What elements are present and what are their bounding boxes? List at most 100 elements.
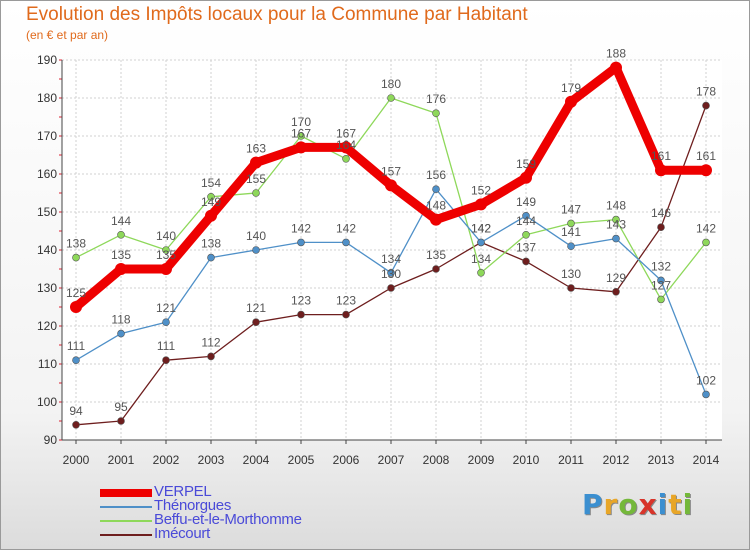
data-label: 144 xyxy=(111,214,131,228)
data-point xyxy=(567,219,575,228)
data-label: 167 xyxy=(336,126,356,140)
data-label: 141 xyxy=(561,225,581,239)
data-label: 164 xyxy=(336,138,356,152)
data-point xyxy=(657,223,665,231)
y-tick-label: 130 xyxy=(37,281,57,295)
y-tick-label: 150 xyxy=(37,205,57,219)
data-point xyxy=(162,246,170,254)
data-label: 125 xyxy=(66,286,86,300)
y-tick-label: 100 xyxy=(37,395,57,409)
data-point xyxy=(295,141,307,154)
data-point xyxy=(117,417,125,425)
data-label: 94 xyxy=(69,404,83,418)
series-verpel xyxy=(70,61,712,313)
legend-swatch xyxy=(100,489,152,497)
data-point xyxy=(567,242,575,250)
data-label: 140 xyxy=(156,229,176,243)
chart-title: Evolution des Impôts locaux pour la Comm… xyxy=(26,4,528,25)
data-label: 102 xyxy=(696,373,716,387)
data-label: 161 xyxy=(651,149,671,163)
x-tick-label: 2013 xyxy=(648,453,675,467)
data-point xyxy=(657,295,665,304)
data-label: 121 xyxy=(246,301,266,315)
data-label: 111 xyxy=(67,339,86,353)
data-label: 140 xyxy=(246,229,266,243)
data-point xyxy=(117,329,125,338)
x-tick-label: 2012 xyxy=(603,453,630,467)
data-point xyxy=(207,253,215,262)
data-point xyxy=(477,268,485,277)
data-point xyxy=(612,287,620,296)
x-tick-label: 2009 xyxy=(468,453,495,467)
x-tick-label: 2008 xyxy=(423,453,450,467)
data-point xyxy=(610,61,622,74)
legend-swatch xyxy=(100,506,152,508)
data-label: 161 xyxy=(696,149,716,163)
data-label: 142 xyxy=(471,221,491,235)
x-tick-label: 2003 xyxy=(198,453,225,467)
data-point xyxy=(162,356,170,365)
legend-swatch xyxy=(100,534,152,536)
data-label: 146 xyxy=(651,206,671,220)
data-label: 144 xyxy=(516,214,536,228)
data-point xyxy=(432,185,440,193)
data-point xyxy=(565,95,577,108)
series-beffu-et-le-morthomme xyxy=(72,94,710,304)
data-label: 123 xyxy=(291,294,311,308)
chart-subtitle: (en € et par an) xyxy=(26,28,109,42)
data-point xyxy=(72,356,80,365)
data-label: 135 xyxy=(426,248,446,262)
series-thenorgues xyxy=(72,185,710,399)
data-label: 143 xyxy=(606,218,626,232)
data-point xyxy=(342,310,350,319)
data-label: 130 xyxy=(561,267,581,281)
data-point xyxy=(567,284,575,292)
data-point xyxy=(117,231,125,239)
data-point xyxy=(522,212,530,220)
proxiti-logo: Proxiti xyxy=(582,488,694,521)
data-point xyxy=(297,310,305,319)
x-tick-label: 2011 xyxy=(558,453,584,467)
data-point xyxy=(387,94,395,102)
data-label: 121 xyxy=(156,301,176,315)
data-label: 129 xyxy=(606,271,626,285)
data-label: 156 xyxy=(426,168,446,182)
data-label: 134 xyxy=(381,252,401,266)
data-point xyxy=(250,156,262,169)
data-point xyxy=(207,193,215,201)
y-tick-label: 140 xyxy=(37,243,57,257)
data-point xyxy=(297,132,305,140)
legend-label: Imécourt xyxy=(154,525,210,542)
data-label: 118 xyxy=(111,313,130,327)
data-label: 179 xyxy=(561,81,581,95)
data-label: 132 xyxy=(651,259,671,273)
data-point xyxy=(162,318,170,327)
data-point xyxy=(702,101,710,110)
y-tick-label: 110 xyxy=(38,357,57,371)
data-point xyxy=(115,263,127,275)
data-label: 130 xyxy=(381,267,401,281)
data-label: 163 xyxy=(246,142,266,156)
y-tick-label: 180 xyxy=(37,91,57,105)
data-point xyxy=(252,189,260,197)
data-point xyxy=(477,238,485,247)
data-label: 135 xyxy=(111,248,131,262)
data-point xyxy=(520,171,532,184)
x-tick-label: 2006 xyxy=(333,453,360,467)
data-point xyxy=(522,257,530,266)
data-point xyxy=(342,238,350,247)
data-point xyxy=(387,268,395,277)
data-label: 138 xyxy=(201,237,221,251)
data-label: 180 xyxy=(381,77,401,91)
data-point xyxy=(252,318,260,327)
data-point xyxy=(702,238,710,247)
data-label: 142 xyxy=(696,221,716,235)
data-label: 159 xyxy=(516,157,536,171)
x-tick-label: 2004 xyxy=(243,453,270,467)
data-label: 142 xyxy=(291,221,311,235)
data-point xyxy=(432,265,440,273)
legend-label: VERPEL xyxy=(154,483,212,500)
data-label: 111 xyxy=(157,339,176,353)
data-point xyxy=(612,234,620,243)
